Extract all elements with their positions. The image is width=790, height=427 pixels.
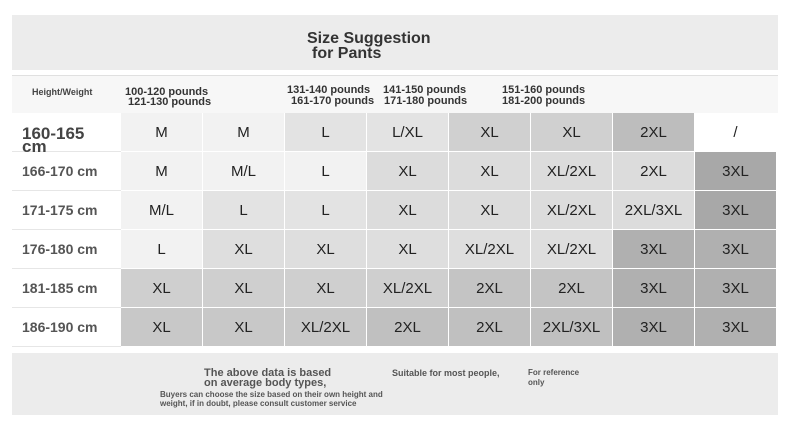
- size-cell: XL: [203, 308, 285, 347]
- size-cell: 2XL: [449, 308, 531, 347]
- size-cell: XL: [285, 230, 367, 269]
- size-cell: L: [285, 152, 367, 191]
- size-cell: 2XL: [613, 113, 695, 152]
- size-cell: XL: [449, 152, 531, 191]
- height-label: 166-170 cm: [12, 152, 121, 191]
- subtitle: for Pants: [312, 45, 382, 62]
- size-cell: XL: [449, 191, 531, 230]
- weight-label: 171-180 pounds: [384, 95, 468, 107]
- footer-note: The above data is based on average body …: [204, 367, 332, 389]
- weight-label: 161-170 pounds: [291, 95, 375, 107]
- size-cell: 3XL: [613, 230, 695, 269]
- title-box: Size Suggestion for Pants: [12, 15, 778, 70]
- height-label: 181-185 cm: [12, 269, 121, 308]
- corner-label: Height/Weight: [32, 87, 93, 97]
- size-cell: XL: [367, 191, 449, 230]
- size-cell: M: [121, 152, 203, 191]
- footer-note: Suitable for most people,: [392, 368, 500, 378]
- height-label: 160-165 cm: [12, 113, 121, 155]
- size-cell: 3XL: [695, 191, 777, 230]
- weight-label: 141-150 pounds: [383, 84, 467, 96]
- size-cell: L: [203, 191, 285, 230]
- size-cell: XL: [531, 113, 613, 152]
- size-cell: L: [285, 191, 367, 230]
- size-cell: 2XL: [367, 308, 449, 347]
- footer: The above data is based on average body …: [12, 353, 778, 415]
- size-cell: 2XL/3XL: [531, 308, 613, 347]
- size-cell: XL: [121, 308, 203, 347]
- size-cell: M: [203, 113, 285, 152]
- weight-label: 131-140 pounds: [287, 84, 371, 96]
- weight-label: 181-200 pounds: [502, 95, 586, 107]
- size-cell: XL/2XL: [285, 308, 367, 347]
- size-cell: XL/2XL: [531, 230, 613, 269]
- size-cell: 2XL/3XL: [613, 191, 695, 230]
- height-label: 186-190 cm: [12, 308, 121, 347]
- size-cell: L: [121, 230, 203, 269]
- size-cell: XL/2XL: [449, 230, 531, 269]
- size-cell: XL: [203, 269, 285, 308]
- size-cell: 3XL: [695, 269, 777, 308]
- size-cell: XL/2XL: [531, 152, 613, 191]
- footer-note: For reference only: [528, 368, 580, 387]
- size-cell: XL: [367, 230, 449, 269]
- weight-label: 151-160 pounds: [502, 84, 586, 96]
- size-cell: 2XL: [531, 269, 613, 308]
- size-cell: XL: [449, 113, 531, 152]
- size-cell: L/XL: [367, 113, 449, 152]
- height-label: 171-175 cm: [12, 191, 121, 230]
- size-cell: 3XL: [695, 230, 777, 269]
- size-cell: 3XL: [695, 152, 777, 191]
- size-cell: /: [695, 113, 777, 152]
- footer-note: Buyers can choose the size based on thei…: [160, 390, 383, 408]
- size-cell: M: [121, 113, 203, 152]
- size-cell: XL: [203, 230, 285, 269]
- title: Size Suggestion: [307, 30, 431, 47]
- size-cell: XL: [367, 152, 449, 191]
- size-cell: XL/2XL: [531, 191, 613, 230]
- size-cell: XL: [285, 269, 367, 308]
- height-label: 176-180 cm: [12, 230, 121, 269]
- size-cell: 3XL: [695, 308, 777, 347]
- size-cell: 3XL: [613, 308, 695, 347]
- size-cell: M/L: [121, 191, 203, 230]
- size-cell: XL/2XL: [367, 269, 449, 308]
- size-cell: 3XL: [613, 269, 695, 308]
- size-cell: M/L: [203, 152, 285, 191]
- weight-label: 100-120 pounds: [125, 86, 209, 98]
- size-cell: XL: [121, 269, 203, 308]
- weight-label: 121-130 pounds: [128, 96, 212, 108]
- header-row: Height/Weight 100-120 pounds 121-130 poun…: [12, 75, 778, 113]
- size-cell: L: [285, 113, 367, 152]
- size-cell: 2XL: [449, 269, 531, 308]
- size-cell: 2XL: [613, 152, 695, 191]
